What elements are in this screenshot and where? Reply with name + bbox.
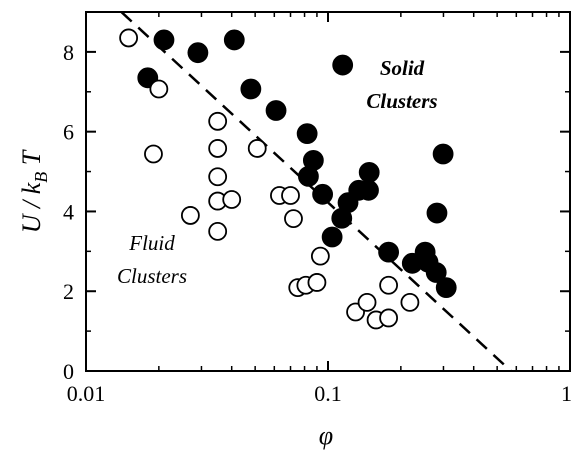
fluid-cluster-point <box>208 167 228 187</box>
x-tick-label: 1 <box>561 381 572 406</box>
solid-cluster-point <box>432 143 454 165</box>
fluid-label-line1: Fluid <box>128 231 175 255</box>
solid-cluster-point <box>153 29 175 51</box>
fluid-cluster-point <box>281 186 300 205</box>
solid-cluster-point <box>435 277 457 299</box>
axis-ticks <box>85 12 571 372</box>
data-points <box>119 28 457 330</box>
solid-cluster-point <box>223 29 245 51</box>
fluid-cluster-point <box>379 275 399 295</box>
solid-cluster-point <box>298 165 319 187</box>
y-tick-label: 6 <box>63 120 74 145</box>
solid-cluster-point <box>358 161 380 183</box>
x-axis-title: φ <box>319 421 333 450</box>
fluid-cluster-point <box>180 206 200 225</box>
svg-text:U / kB T: U / kB T <box>17 149 51 233</box>
fluid-cluster-point <box>310 246 330 266</box>
fluid-cluster-point <box>149 79 169 99</box>
solid-cluster-point <box>378 241 400 263</box>
solid-cluster-point <box>321 226 343 248</box>
solid-cluster-point <box>426 202 448 224</box>
x-tick-label: 0.1 <box>314 381 342 406</box>
solid-cluster-point <box>425 262 447 283</box>
fluid-cluster-point <box>119 28 139 48</box>
y-tick-label: 0 <box>63 359 74 384</box>
fluid-cluster-point <box>208 139 228 158</box>
solid-label-line2: Clusters <box>366 89 437 113</box>
annotations: Solid Clusters Fluid Clusters <box>117 56 438 288</box>
y-tick-label: 2 <box>63 279 74 304</box>
solid-cluster-point <box>332 54 354 76</box>
fluid-cluster-point <box>208 221 228 241</box>
solid-cluster-point <box>312 183 334 205</box>
x-tick-label: 0.01 <box>67 381 106 406</box>
solid-label-line1: Solid <box>380 56 425 80</box>
fluid-cluster-point <box>222 190 242 209</box>
solid-cluster-point <box>358 179 379 201</box>
solid-cluster-point <box>265 100 287 121</box>
axis-tick-labels: 0 2 4 6 8 0.01 0.1 1 <box>63 40 572 406</box>
fluid-cluster-point <box>357 292 377 312</box>
y-tick-label: 4 <box>63 199 74 224</box>
fluid-cluster-point <box>144 144 163 164</box>
solid-cluster-point <box>296 123 318 145</box>
solid-cluster-point <box>240 78 262 100</box>
solid-cluster-point <box>187 42 209 64</box>
fluid-label-line2: Clusters <box>117 264 187 288</box>
fluid-cluster-point <box>208 111 228 131</box>
y-tick-label: 8 <box>63 40 74 65</box>
fluid-cluster-point <box>247 139 267 158</box>
y-axis-title: U / kB T <box>17 149 51 233</box>
fluid-cluster-point <box>400 292 420 312</box>
fluid-cluster-point <box>284 209 303 229</box>
fluid-cluster-point <box>379 308 399 328</box>
fluid-cluster-point <box>307 273 327 292</box>
